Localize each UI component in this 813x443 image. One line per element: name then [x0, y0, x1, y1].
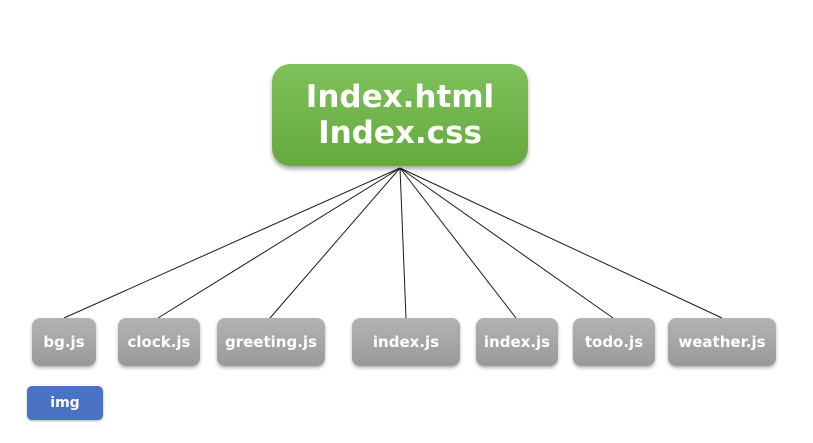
child-node-bg-js: bg.js	[32, 318, 96, 366]
img-node: img	[27, 386, 103, 420]
root-node-line-1: Index.html	[305, 79, 495, 115]
child-node-index-js-2: index.js	[476, 318, 558, 366]
connector-todo-js	[399, 167, 614, 319]
root-node: Index.html Index.css	[272, 64, 528, 166]
connector-bg-js	[63, 167, 401, 319]
connector-index-js-2	[399, 167, 517, 319]
connector-weather-js	[399, 167, 723, 319]
root-node-line-2: Index.css	[318, 115, 482, 151]
connector-index-js-1	[399, 167, 407, 319]
connector-clock-js	[157, 167, 401, 319]
child-node-clock-js: clock.js	[118, 318, 200, 366]
connector-greeting-js	[269, 167, 401, 319]
child-node-greeting-js: greeting.js	[217, 318, 325, 366]
child-node-todo-js: todo.js	[573, 318, 655, 366]
child-node-weather-js: weather.js	[668, 318, 776, 366]
child-node-index-js-1: index.js	[352, 318, 460, 366]
